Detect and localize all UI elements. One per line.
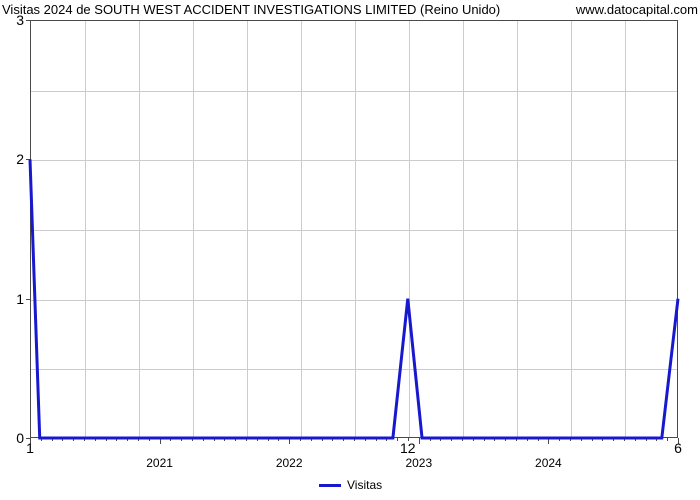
line-series (30, 20, 678, 438)
data-point-label: 6 (674, 440, 682, 456)
x-tick-minor (667, 438, 668, 441)
x-tick-major (419, 438, 420, 444)
y-tick-label: 2 (8, 151, 24, 167)
chart-title: Visitas 2024 de SOUTH WEST ACCIDENT INVE… (2, 2, 500, 17)
x-year-label: 2022 (276, 456, 303, 470)
x-year-label: 2024 (535, 456, 562, 470)
x-year-label: 2021 (146, 456, 173, 470)
y-tick-label: 3 (8, 12, 24, 28)
legend-swatch (319, 484, 341, 487)
legend: Visitas (319, 478, 382, 492)
x-year-label: 2023 (405, 456, 432, 470)
data-point-label: 12 (400, 440, 416, 456)
y-tick-label: 1 (8, 291, 24, 307)
chart-container: { "title": "Visitas 2024 de SOUTH WEST A… (0, 0, 700, 500)
watermark: www.datocapital.com (576, 2, 698, 17)
data-point-label: 1 (26, 440, 34, 456)
legend-label: Visitas (347, 478, 382, 492)
y-tick-label: 0 (8, 430, 24, 446)
x-tick-minor (397, 438, 398, 441)
